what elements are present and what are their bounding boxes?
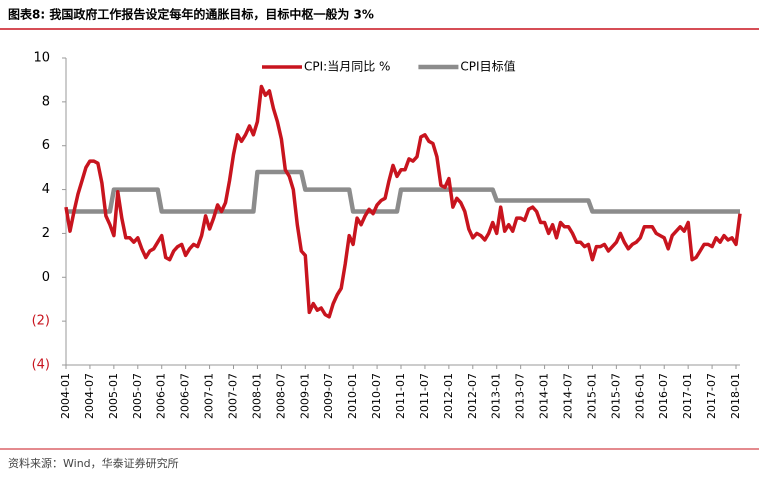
y-tick-label: 4 (42, 182, 50, 197)
x-tick-label: 2018-01 (729, 373, 742, 419)
series-line (66, 169, 740, 214)
x-tick-label: 2016-01 (633, 373, 646, 419)
source: 资料来源：Wind，华泰证券研究所 (8, 456, 179, 470)
x-tick-label: 2017-07 (705, 373, 718, 419)
x-tick-label: 2012-01 (442, 373, 455, 419)
y-tick-label: 8 (42, 94, 50, 109)
x-tick-label: 2006-01 (155, 373, 168, 419)
x-tick-label: 2005-07 (131, 373, 144, 419)
x-tick-label: 2016-07 (657, 373, 670, 419)
y-tick-label: 10 (33, 51, 50, 66)
x-tick-label: 2006-07 (179, 373, 192, 419)
x-tick-label: 2009-07 (322, 373, 335, 419)
x-tick-label: 2009-01 (298, 373, 311, 419)
x-tick-label: 2004-01 (59, 373, 72, 419)
x-tick-label: 2015-07 (609, 373, 622, 419)
x-tick-label: 2011-07 (418, 373, 431, 419)
x-tick-label: 2005-01 (107, 373, 120, 419)
x-tick-label: 2008-07 (274, 373, 287, 419)
x-tick-label: 2004-07 (83, 373, 96, 419)
y-tick-label: (4) (32, 358, 50, 373)
series-line (64, 84, 742, 319)
y-tick-label: 0 (42, 270, 50, 285)
x-tick-label: 2007-01 (203, 373, 216, 419)
x-tick-label: 2008-01 (250, 373, 263, 419)
legend-label: CPI目标值 (460, 59, 515, 74)
x-tick-label: 2012-07 (466, 373, 479, 419)
x-tick-label: 2014-07 (562, 373, 575, 419)
x-tick-label: 2013-07 (514, 373, 527, 419)
x-tick-label: 2011-01 (394, 373, 407, 419)
chart-title: 图表8: 我国政府工作报告设定每年的通胀目标，目标中枢一般为 3% (8, 7, 374, 22)
x-tick-label: 2014-01 (538, 373, 551, 419)
y-tick-label: 6 (42, 138, 50, 153)
x-tick-label: 2017-01 (681, 373, 694, 419)
x-tick-label: 2010-07 (370, 373, 383, 419)
y-tick-label: 2 (42, 226, 50, 241)
y-tick-label: (2) (32, 314, 50, 329)
x-tick-label: 2010-01 (346, 373, 359, 419)
x-tick-label: 2015-01 (585, 373, 598, 419)
x-tick-label: 2013-01 (490, 373, 503, 419)
legend-label: CPI:当月同比 % (304, 60, 390, 74)
x-tick-label: 2007-07 (227, 373, 240, 419)
